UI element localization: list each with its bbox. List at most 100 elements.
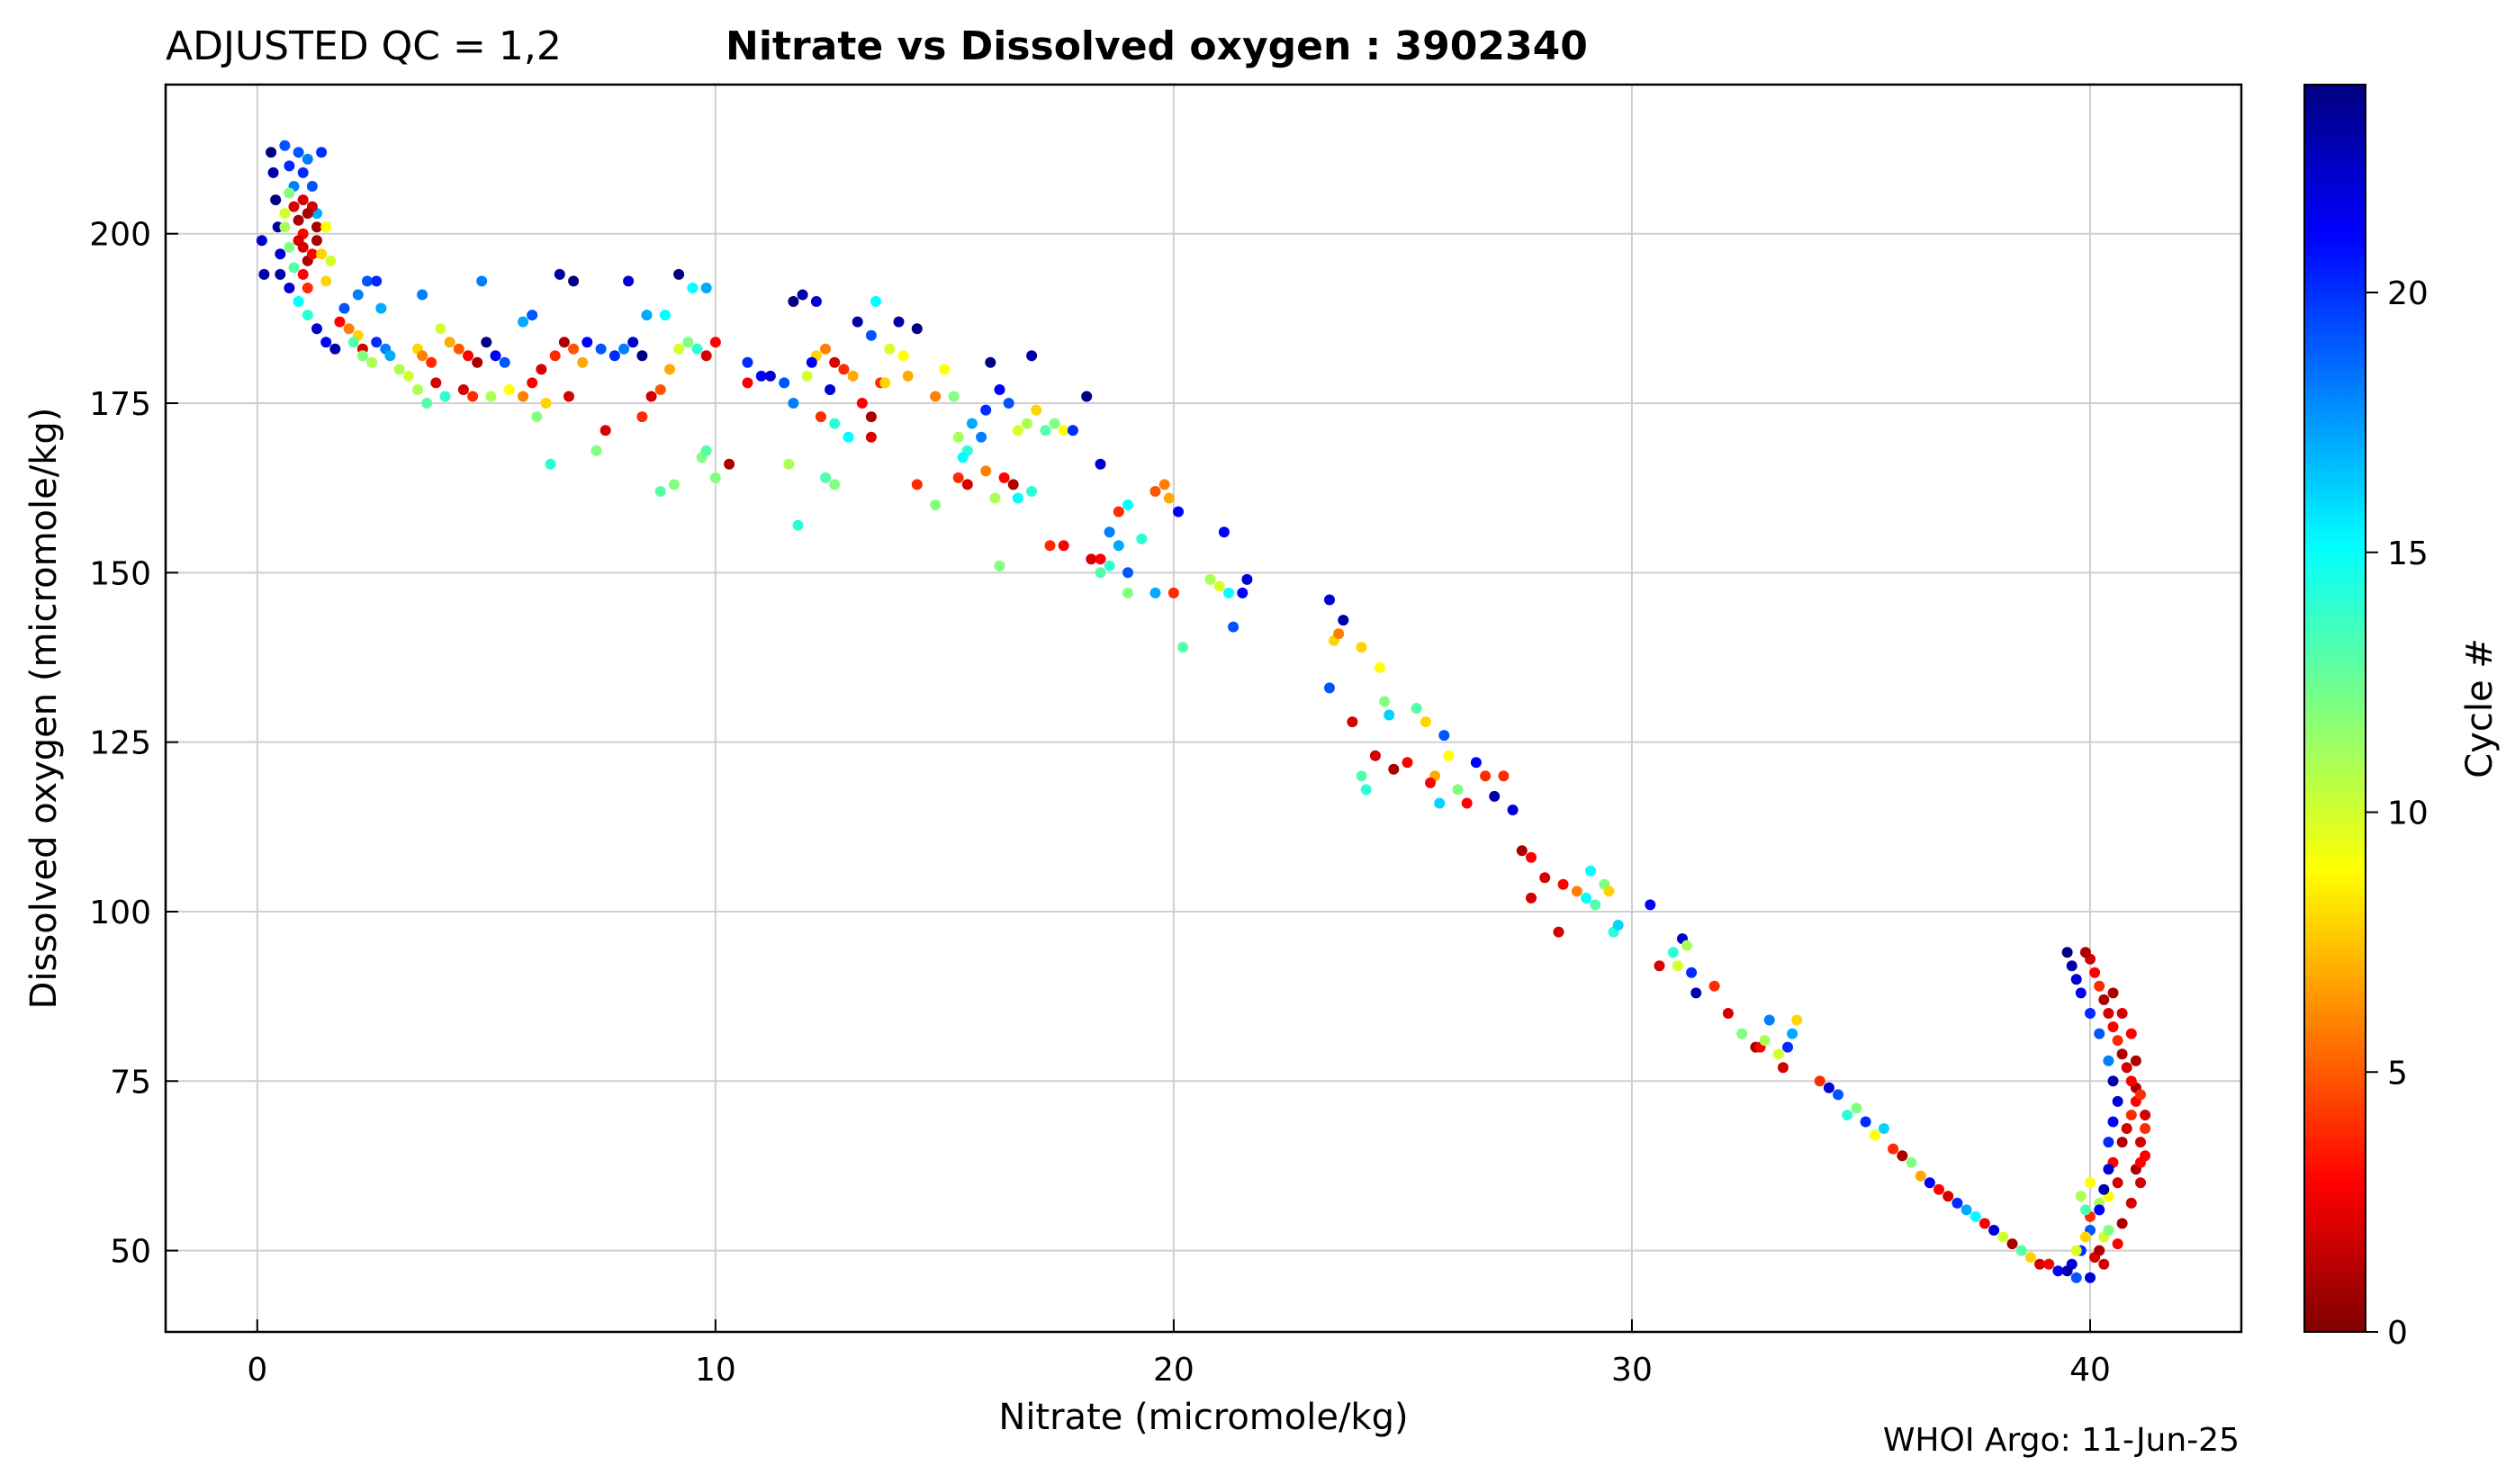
data-point [1204, 573, 1216, 585]
data-point [430, 377, 442, 389]
data-point [2079, 1231, 2091, 1243]
data-point [810, 296, 822, 307]
data-point [463, 350, 473, 362]
data-point [485, 391, 497, 402]
colorbar-tick-label: 0 [2387, 1315, 2408, 1352]
data-point [2089, 967, 2101, 978]
data-point [709, 337, 721, 348]
data-point [2135, 1156, 2146, 1168]
data-point [2121, 1062, 2132, 1074]
data-point [897, 350, 909, 362]
data-point [1420, 716, 1431, 728]
data-point [1369, 750, 1381, 761]
data-point [1571, 886, 1582, 897]
credit-text: WHOI Argo: 11-Jun-25 [1883, 1422, 2240, 1459]
data-point [1360, 784, 1372, 796]
y-tick-label: 125 [89, 725, 151, 762]
data-point [1228, 621, 1239, 633]
data-point [627, 337, 639, 348]
data-point [2079, 947, 2091, 958]
data-point [865, 431, 877, 443]
data-point [2052, 1265, 2064, 1277]
data-point [2116, 1008, 2128, 1019]
data-point [279, 139, 291, 151]
data-point [1149, 587, 1161, 598]
data-point [1722, 1008, 1734, 1019]
data-point [1539, 872, 1551, 884]
data-point [325, 255, 337, 266]
data-point [393, 364, 405, 375]
data-point [843, 431, 854, 443]
data-point [669, 479, 680, 490]
data-point [838, 364, 850, 375]
data-point [2107, 1021, 2119, 1032]
data-point [1012, 425, 1023, 436]
data-point [444, 337, 455, 348]
data-point [801, 370, 813, 382]
data-point [700, 350, 712, 362]
data-point [1104, 526, 1115, 538]
data-point [338, 302, 350, 314]
data-point [375, 302, 387, 314]
data-point [980, 465, 992, 477]
data-point [417, 289, 428, 301]
data-point [1667, 947, 1679, 958]
colorbar-tick-label: 5 [2387, 1055, 2408, 1092]
data-point [1333, 628, 1345, 640]
data-point [788, 296, 799, 307]
data-point [311, 235, 322, 247]
data-point [2125, 1028, 2137, 1039]
data-point [1443, 750, 1455, 761]
data-point [2140, 1110, 2151, 1120]
data-point [645, 391, 657, 402]
data-point [1149, 486, 1161, 497]
data-point [2107, 987, 2119, 999]
data-point [952, 431, 964, 443]
data-point [1338, 615, 1349, 626]
data-point [1814, 1075, 1825, 1087]
data-point [2103, 1225, 2114, 1236]
data-point [302, 208, 313, 220]
data-point [527, 377, 538, 389]
data-point [1040, 425, 1051, 436]
data-point [1906, 1156, 1917, 1168]
data-point [258, 268, 270, 280]
data-point [788, 398, 799, 409]
data-point [558, 337, 570, 348]
data-point [297, 268, 309, 280]
data-point [306, 248, 318, 260]
data-point [297, 166, 309, 178]
data-point [1988, 1225, 2000, 1236]
data-point [536, 364, 547, 375]
data-point [1058, 540, 1069, 552]
data-point [608, 350, 620, 362]
data-point [476, 275, 488, 287]
data-point [472, 356, 483, 368]
data-point [654, 384, 666, 395]
data-point [2006, 1238, 2018, 1250]
data-point [1434, 797, 1446, 809]
data-point [1379, 696, 1391, 707]
data-point [545, 458, 556, 470]
data-point [865, 329, 877, 341]
data-point [957, 452, 969, 463]
data-point [930, 499, 942, 510]
data-point [1645, 899, 1656, 911]
data-point [320, 221, 332, 233]
data-point [641, 310, 653, 321]
data-point [755, 370, 767, 382]
data-point [2112, 1177, 2123, 1189]
data-point [1113, 506, 1124, 517]
data-point [457, 384, 469, 395]
data-point [2103, 1008, 2114, 1019]
data-point [518, 391, 529, 402]
data-point [1470, 757, 1482, 769]
data-point [636, 411, 648, 423]
colorbar-tick-label: 15 [2387, 535, 2429, 572]
data-point [856, 398, 868, 409]
data-point [1934, 1183, 1944, 1195]
data-point [2135, 1177, 2146, 1189]
data-point [563, 391, 574, 402]
data-point [503, 384, 515, 395]
